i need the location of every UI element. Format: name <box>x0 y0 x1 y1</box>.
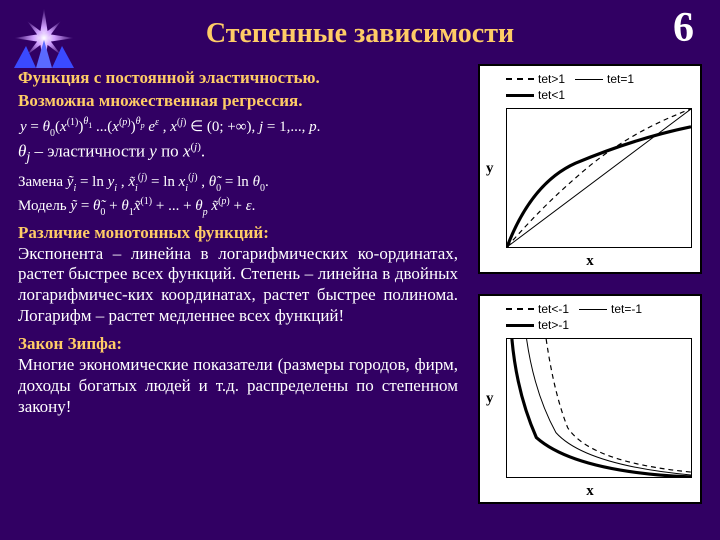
chart-negative-theta: tet<-1 tet=-1 tet>-1 y x <box>478 294 702 504</box>
formula-model: y = θ0(x(1))θ1 ...(x(p))θp eε , x(j) ∈ (… <box>18 113 458 139</box>
elasticity-line: θj – эластичности y по x(j). <box>18 141 458 166</box>
chart-top-ylabel: y <box>486 161 494 178</box>
section3-body: Многие экономические показатели (размеры… <box>18 355 458 417</box>
chart-bot-plot <box>506 338 692 478</box>
svg-text:Модель ỹ = θ̃0 + θ1x̃(1) + .: Модель ỹ = θ̃0 + θ1x̃(1) + ... + θp x̃(p… <box>18 196 255 218</box>
page-number: 6 <box>673 4 694 52</box>
svg-text:Замена ỹi = ln yi , x̃i(j): Замена ỹi = ln yi , x̃i(j) = ln xi(j) , … <box>18 172 269 194</box>
section1-line1: Функция с постоянной эластичностью. <box>18 68 458 89</box>
section3-head: Закон Зипфа: <box>18 334 458 355</box>
section2: Различие монотонных функций: Экспонента … <box>18 223 458 327</box>
slide-title: Степенные зависимости <box>0 18 720 50</box>
svg-text:y = θ0(x(1))θ1 ...(x(p))θp eε: y = θ0(x(1))θ1 ...(x(p))θp eε , x(j) ∈ (… <box>18 116 320 139</box>
formula-subst: Замена ỹi = ln yi , x̃i(j) = ln xi(j) , … <box>18 169 458 191</box>
chart-bot-xlabel: x <box>586 483 594 500</box>
chart-bot-legend: tet<-1 tet=-1 tet>-1 <box>506 302 694 332</box>
section3: Закон Зипфа: Многие экономические показа… <box>18 334 458 417</box>
section2-head: Различие монотонных функций: <box>18 223 458 244</box>
formula-linear: Модель ỹ = θ̃0 + θ1x̃(1) + ... + θp x̃(p… <box>18 193 458 215</box>
section1-line2: Возможна множественная регрессия. <box>18 91 458 112</box>
chart-positive-theta: tet>1 tet=1 tet<1 y x <box>478 64 702 274</box>
main-content: Функция с постоянной эластичностью. Возм… <box>18 68 458 417</box>
chart-bot-ylabel: y <box>486 391 494 408</box>
chart-top-legend: tet>1 tet=1 tet<1 <box>506 72 694 102</box>
chart-top-plot <box>506 108 692 248</box>
chart-top-xlabel: x <box>586 253 594 270</box>
section2-body: Экспонента – линейна в логарифмических к… <box>18 244 458 327</box>
